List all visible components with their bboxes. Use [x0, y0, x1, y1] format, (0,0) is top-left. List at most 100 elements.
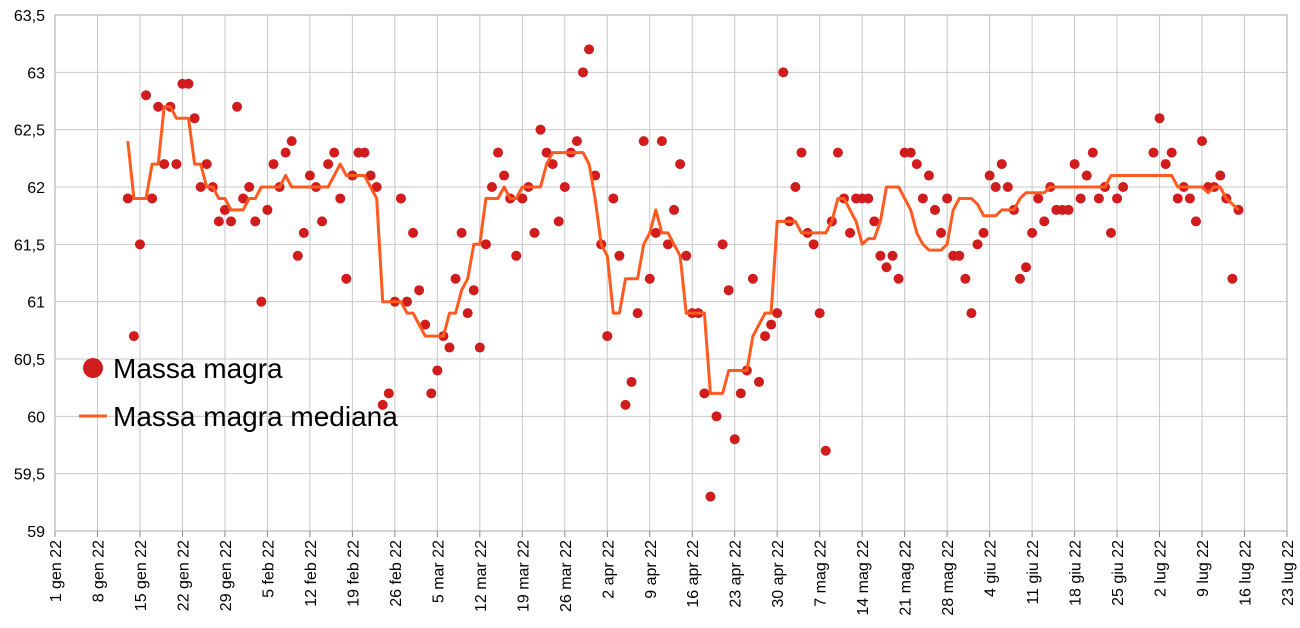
legend-label: Massa magra mediana [113, 401, 398, 432]
data-point [662, 239, 673, 250]
data-point [923, 170, 934, 181]
data-point [426, 388, 437, 399]
x-tick-label: 19 feb 22 [345, 540, 362, 607]
data-point [529, 227, 540, 238]
data-point [747, 273, 758, 284]
data-point [911, 159, 922, 170]
data-point [905, 147, 916, 158]
x-tick-label: 9 lug 22 [1195, 540, 1212, 597]
data-point [304, 170, 315, 181]
data-point [414, 285, 425, 296]
data-point [571, 136, 582, 147]
legend-label: Massa magra [113, 353, 283, 384]
x-tick-label: 2 lug 22 [1153, 540, 1170, 597]
x-tick-label: 30 apr 22 [770, 540, 787, 608]
y-tick-label: 61 [27, 295, 45, 312]
data-point [153, 101, 164, 112]
data-point [541, 147, 552, 158]
data-point [675, 159, 686, 170]
data-point [1215, 170, 1226, 181]
data-point [147, 193, 158, 204]
data-point [262, 204, 273, 215]
y-tick-label: 59 [27, 524, 45, 541]
data-point [134, 239, 145, 250]
x-tick-label: 29 gen 22 [218, 540, 235, 611]
data-point [966, 308, 977, 319]
data-point [881, 262, 892, 273]
x-tick-label: 23 apr 22 [728, 540, 745, 608]
data-point [863, 193, 874, 204]
data-point [578, 67, 588, 78]
data-point [735, 388, 746, 399]
data-point [1154, 113, 1165, 124]
x-tick-label: 9 apr 22 [643, 540, 660, 599]
data-point [936, 227, 947, 238]
data-point [584, 44, 595, 55]
data-point [359, 147, 370, 158]
data-point [383, 388, 394, 399]
data-point [280, 147, 291, 158]
x-tick-label: 22 gen 22 [175, 540, 192, 611]
data-point [547, 159, 558, 170]
data-point [1039, 216, 1050, 227]
data-point [553, 216, 564, 227]
data-point [1081, 170, 1092, 181]
y-tick-label: 63,5 [14, 8, 45, 25]
data-point [244, 182, 255, 192]
y-tick-label: 59,5 [14, 467, 45, 484]
data-point [608, 193, 619, 204]
data-point [1033, 193, 1044, 204]
data-point [268, 159, 279, 170]
data-point [201, 159, 212, 170]
data-point [790, 182, 801, 192]
data-point [517, 193, 528, 204]
data-point [760, 331, 771, 342]
x-tick-label: 28 mag 22 [940, 540, 957, 616]
data-point [1021, 262, 1032, 273]
x-tick-label: 5 mar 22 [430, 540, 447, 603]
data-point [820, 445, 831, 456]
x-tick-label: 26 feb 22 [388, 540, 405, 607]
data-point [535, 124, 546, 135]
x-tick-label: 2 apr 22 [600, 540, 617, 599]
data-point [832, 147, 843, 158]
data-point [468, 285, 479, 296]
data-point [626, 376, 637, 387]
data-point [1002, 182, 1013, 192]
data-point [796, 147, 807, 158]
data-point [620, 399, 631, 410]
data-point [754, 376, 764, 387]
data-point [960, 273, 971, 284]
data-point [226, 216, 236, 227]
x-tick-label: 16 lug 22 [1238, 540, 1255, 606]
x-tick-label: 5 feb 22 [260, 540, 277, 598]
data-point [984, 170, 995, 181]
data-point [444, 342, 455, 353]
x-tick-label: 8 gen 22 [90, 540, 107, 602]
data-point [1075, 193, 1086, 204]
data-point [141, 90, 152, 101]
y-tick-label: 62,5 [14, 123, 45, 140]
data-point [1093, 193, 1104, 204]
data-point [432, 365, 443, 376]
data-point [335, 193, 346, 204]
data-point [341, 273, 352, 284]
x-tick-label: 25 giu 22 [1110, 540, 1127, 606]
data-point [402, 296, 412, 307]
data-point [1160, 159, 1171, 170]
data-point [256, 296, 267, 307]
data-point [954, 250, 965, 261]
x-tick-label: 14 mag 22 [855, 540, 872, 616]
data-point [189, 113, 200, 124]
data-point [602, 331, 613, 342]
data-point [159, 159, 170, 170]
legend: Massa magra Massa magra mediana [79, 353, 398, 432]
y-tick-label: 60,5 [14, 352, 45, 369]
legend-swatch [83, 358, 103, 378]
data-point [474, 342, 485, 353]
data-point [644, 273, 655, 284]
data-point [996, 159, 1007, 170]
data-point [128, 331, 139, 342]
data-point [1166, 147, 1177, 158]
data-point [632, 308, 643, 319]
